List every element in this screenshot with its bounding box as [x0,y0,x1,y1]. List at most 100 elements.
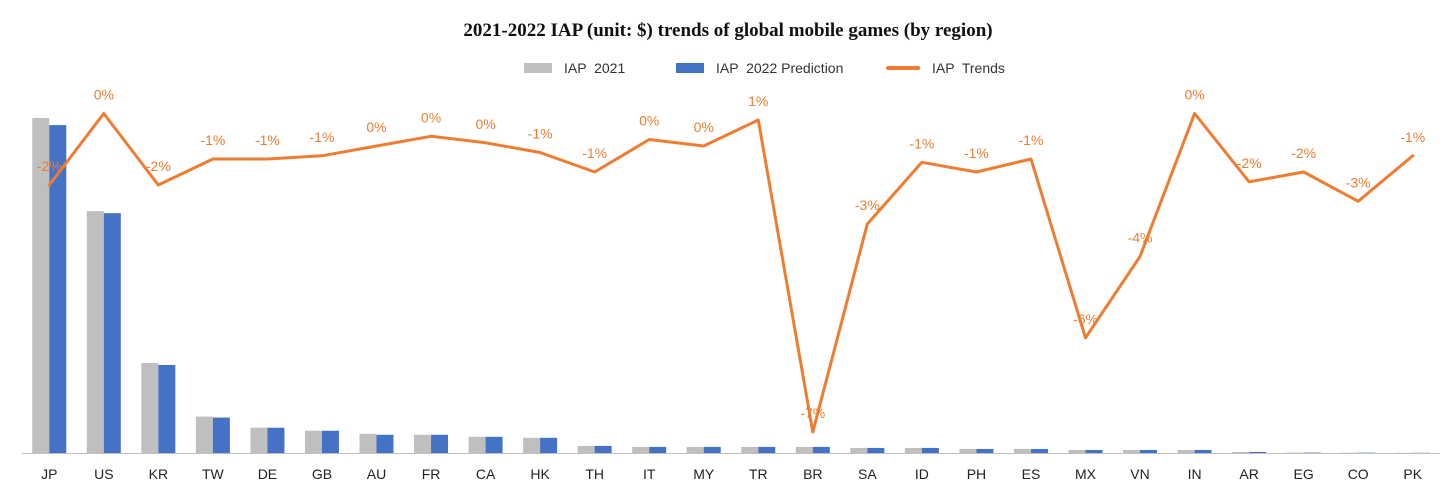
bar-iap-2021-vn [1123,449,1141,453]
bar-iap-2021-br [795,446,813,453]
bar-iap-2021-hk [523,437,541,453]
x-tick-label-ph: PH [967,466,986,482]
trend-label-kr: -2% [146,158,171,174]
bar-iap-2021-es [1013,448,1031,453]
bar-iap-2021-kr [141,362,159,453]
x-tick-label-de: DE [258,466,277,482]
trend-label-us: 0% [94,87,114,103]
bar-iap-2022-vn [1140,449,1158,453]
x-tick-label-co: CO [1348,466,1369,482]
trend-label-de: -1% [255,132,280,148]
x-tick-label-it: IT [643,466,656,482]
bar-iap-2022-in [1194,449,1212,453]
x-tick-label-kr: KR [149,466,168,482]
bar-iap-2021-fr [414,434,432,453]
x-tick-label-jp: JP [41,466,57,482]
x-tick-label-my: MY [693,466,715,482]
bar-iap-2021-eg [1286,452,1304,454]
bar-iap-2021-tr [741,446,759,453]
trend-line [47,112,1415,434]
x-tick-label-pk: PK [1403,466,1422,482]
x-tick-label-gb: GB [312,466,332,482]
bar-iap-2022-de [267,427,285,453]
bar-iap-2021-us [86,211,104,453]
trend-label-co: -3% [1346,174,1371,190]
trend-label-hk: -1% [528,126,553,142]
bar-iap-2022-eg [1303,452,1321,454]
bar-iap-2022-us [103,213,121,453]
trend-label-eg: -2% [1291,145,1316,161]
bar-iap-2022-au [376,434,394,453]
legend-item-iap-2022: IAP 2022 Prediction [676,58,843,78]
bar-iap-2021-de [250,427,268,453]
x-tick-label-au: AU [367,466,386,482]
bar-iap-2022-es [1030,448,1048,453]
bar-iap-2021-id [904,447,922,453]
x-tick-label-vn: VN [1130,466,1149,482]
legend-swatch-iap-2021 [524,63,552,73]
trend-label-in: 0% [1184,87,1204,103]
x-tick-label-tw: TW [202,466,225,482]
x-tick-label-th: TH [585,466,604,482]
bar-iap-2022-id [921,447,939,453]
trend-label-pk: -1% [1400,129,1425,145]
trend-label-ca: 0% [475,116,495,132]
trend-label-jp: -2% [37,158,62,174]
bar-iap-2021-my [686,446,704,453]
bar-iap-2022-tr [758,446,776,453]
bar-iap-2021-sa [850,447,868,453]
trend-label-tr: 1% [748,93,768,109]
bar-iap-2021-tw [195,416,213,453]
trend-label-id: -1% [909,135,934,151]
bar-iap-2021-it [632,446,650,453]
trend-label-sa: -3% [855,197,880,213]
trend-label-my: 0% [694,119,714,135]
trend-label-ar: -2% [1237,155,1262,171]
trend-label-br: -7% [800,405,825,421]
chart-legend: IAP 2021 IAP 2022 Prediction IAP Trends [0,58,1456,78]
x-tick-label-br: BR [803,466,822,482]
bar-iap-2022-jp [49,125,67,453]
bar-iap-2022-it [649,446,667,453]
bar-iap-2021-in [1177,449,1195,453]
x-tick-label-ar: AR [1239,466,1258,482]
x-tick-label-es: ES [1022,466,1041,482]
x-tick-label-sa: SA [858,466,877,482]
bar-iap-2022-fr [431,434,449,453]
x-tick-label-id: ID [915,466,929,482]
bar-iap-2022-hk [540,437,558,453]
bar-iap-2022-kr [158,364,176,453]
bar-iap-2022-co [1358,452,1376,454]
bar-iap-2021-jp [32,118,50,453]
bar-iap-2021-ph [959,448,977,453]
x-tick-label-eg: EG [1294,466,1314,482]
legend-label-iap-2021: IAP 2021 [564,60,626,76]
bar-iap-2022-mx [1085,449,1103,453]
legend-label-iap-trends: IAP Trends [932,60,1005,76]
trend-label-th: -1% [582,145,607,161]
bar-iap-2022-my [703,446,721,453]
x-tick-label-in: IN [1188,466,1202,482]
trend-label-tw: -1% [200,132,225,148]
legend-label-iap-2022: IAP 2022 Prediction [716,60,844,76]
chart-title: 2021-2022 IAP (unit: $) trends of global… [463,20,993,41]
trend-label-au: 0% [366,119,386,135]
bar-iap-2022-tw [212,417,230,453]
bar-iap-2021-ca [468,436,486,453]
bar-iap-2022-br [812,446,830,453]
trend-label-it: 0% [639,113,659,129]
bar-iap-2022-ca [485,436,503,453]
x-tick-label-tr: TR [749,466,768,482]
bar-iap-2021-th [577,445,595,453]
bar-iap-2021-gb [304,430,322,453]
trend-label-gb: -1% [310,129,335,145]
x-tick-label-us: US [94,466,113,482]
trend-label-vn: -4% [1128,230,1153,246]
x-tick-label-fr: FR [422,466,441,482]
bar-iap-2022-th [594,445,612,453]
x-tick-label-ca: CA [476,466,496,482]
trend-label-ph: -1% [964,145,989,161]
bar-iap-2022-gb [321,430,339,453]
bar-iap-2021-ar [1232,451,1250,453]
